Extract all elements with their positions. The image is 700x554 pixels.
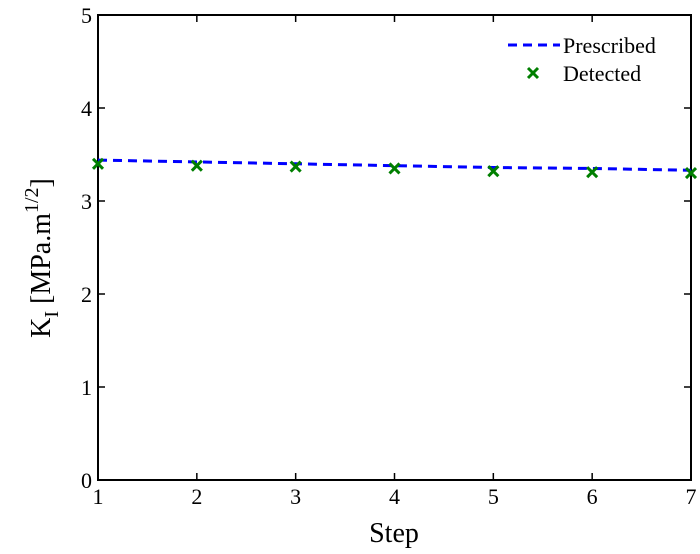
legend: Prescribed Detected	[500, 28, 686, 96]
y-tick-label: 3	[81, 189, 92, 214]
y-tick-label: 1	[81, 375, 92, 400]
x-tick-label: 1	[93, 484, 104, 509]
y-tick-label: 0	[81, 468, 92, 493]
legend-detected-swatch	[526, 66, 540, 80]
series-layer	[91, 157, 698, 180]
legend-box	[500, 28, 686, 96]
y-axis-title-units: [MPa.m	[26, 213, 57, 311]
x-tick-label: 4	[389, 484, 400, 509]
y-axis-title-base: K	[26, 318, 57, 338]
x-tick-label: 6	[587, 484, 598, 509]
detected-point	[586, 166, 599, 179]
detected-point	[190, 159, 203, 172]
y-axis-title-exponent: 1/2	[21, 187, 43, 213]
legend-detected-label: Detected	[563, 61, 641, 86]
y-axis-title-units-close: ]	[26, 178, 57, 187]
x-tick-label: 3	[290, 484, 301, 509]
x-tick-label: 7	[686, 484, 697, 509]
detected-point	[487, 165, 500, 178]
detected-point	[388, 162, 401, 175]
detected-point	[91, 157, 105, 170]
detected-point	[684, 167, 698, 180]
x-tick-label: 5	[488, 484, 499, 509]
prescribed-line	[97, 158, 692, 172]
y-tick-label: 2	[81, 282, 92, 307]
x-tick-label: 2	[191, 484, 202, 509]
x-axis-title: Step	[369, 518, 419, 549]
y-axis-title: KI [MPa.m1/2]	[21, 178, 63, 338]
y-tick-label: 5	[81, 3, 92, 28]
y-tick-label: 4	[81, 96, 92, 121]
detected-point	[289, 160, 302, 173]
y-axis-title-subscript: I	[41, 311, 63, 318]
legend-prescribed-label: Prescribed	[563, 33, 656, 58]
